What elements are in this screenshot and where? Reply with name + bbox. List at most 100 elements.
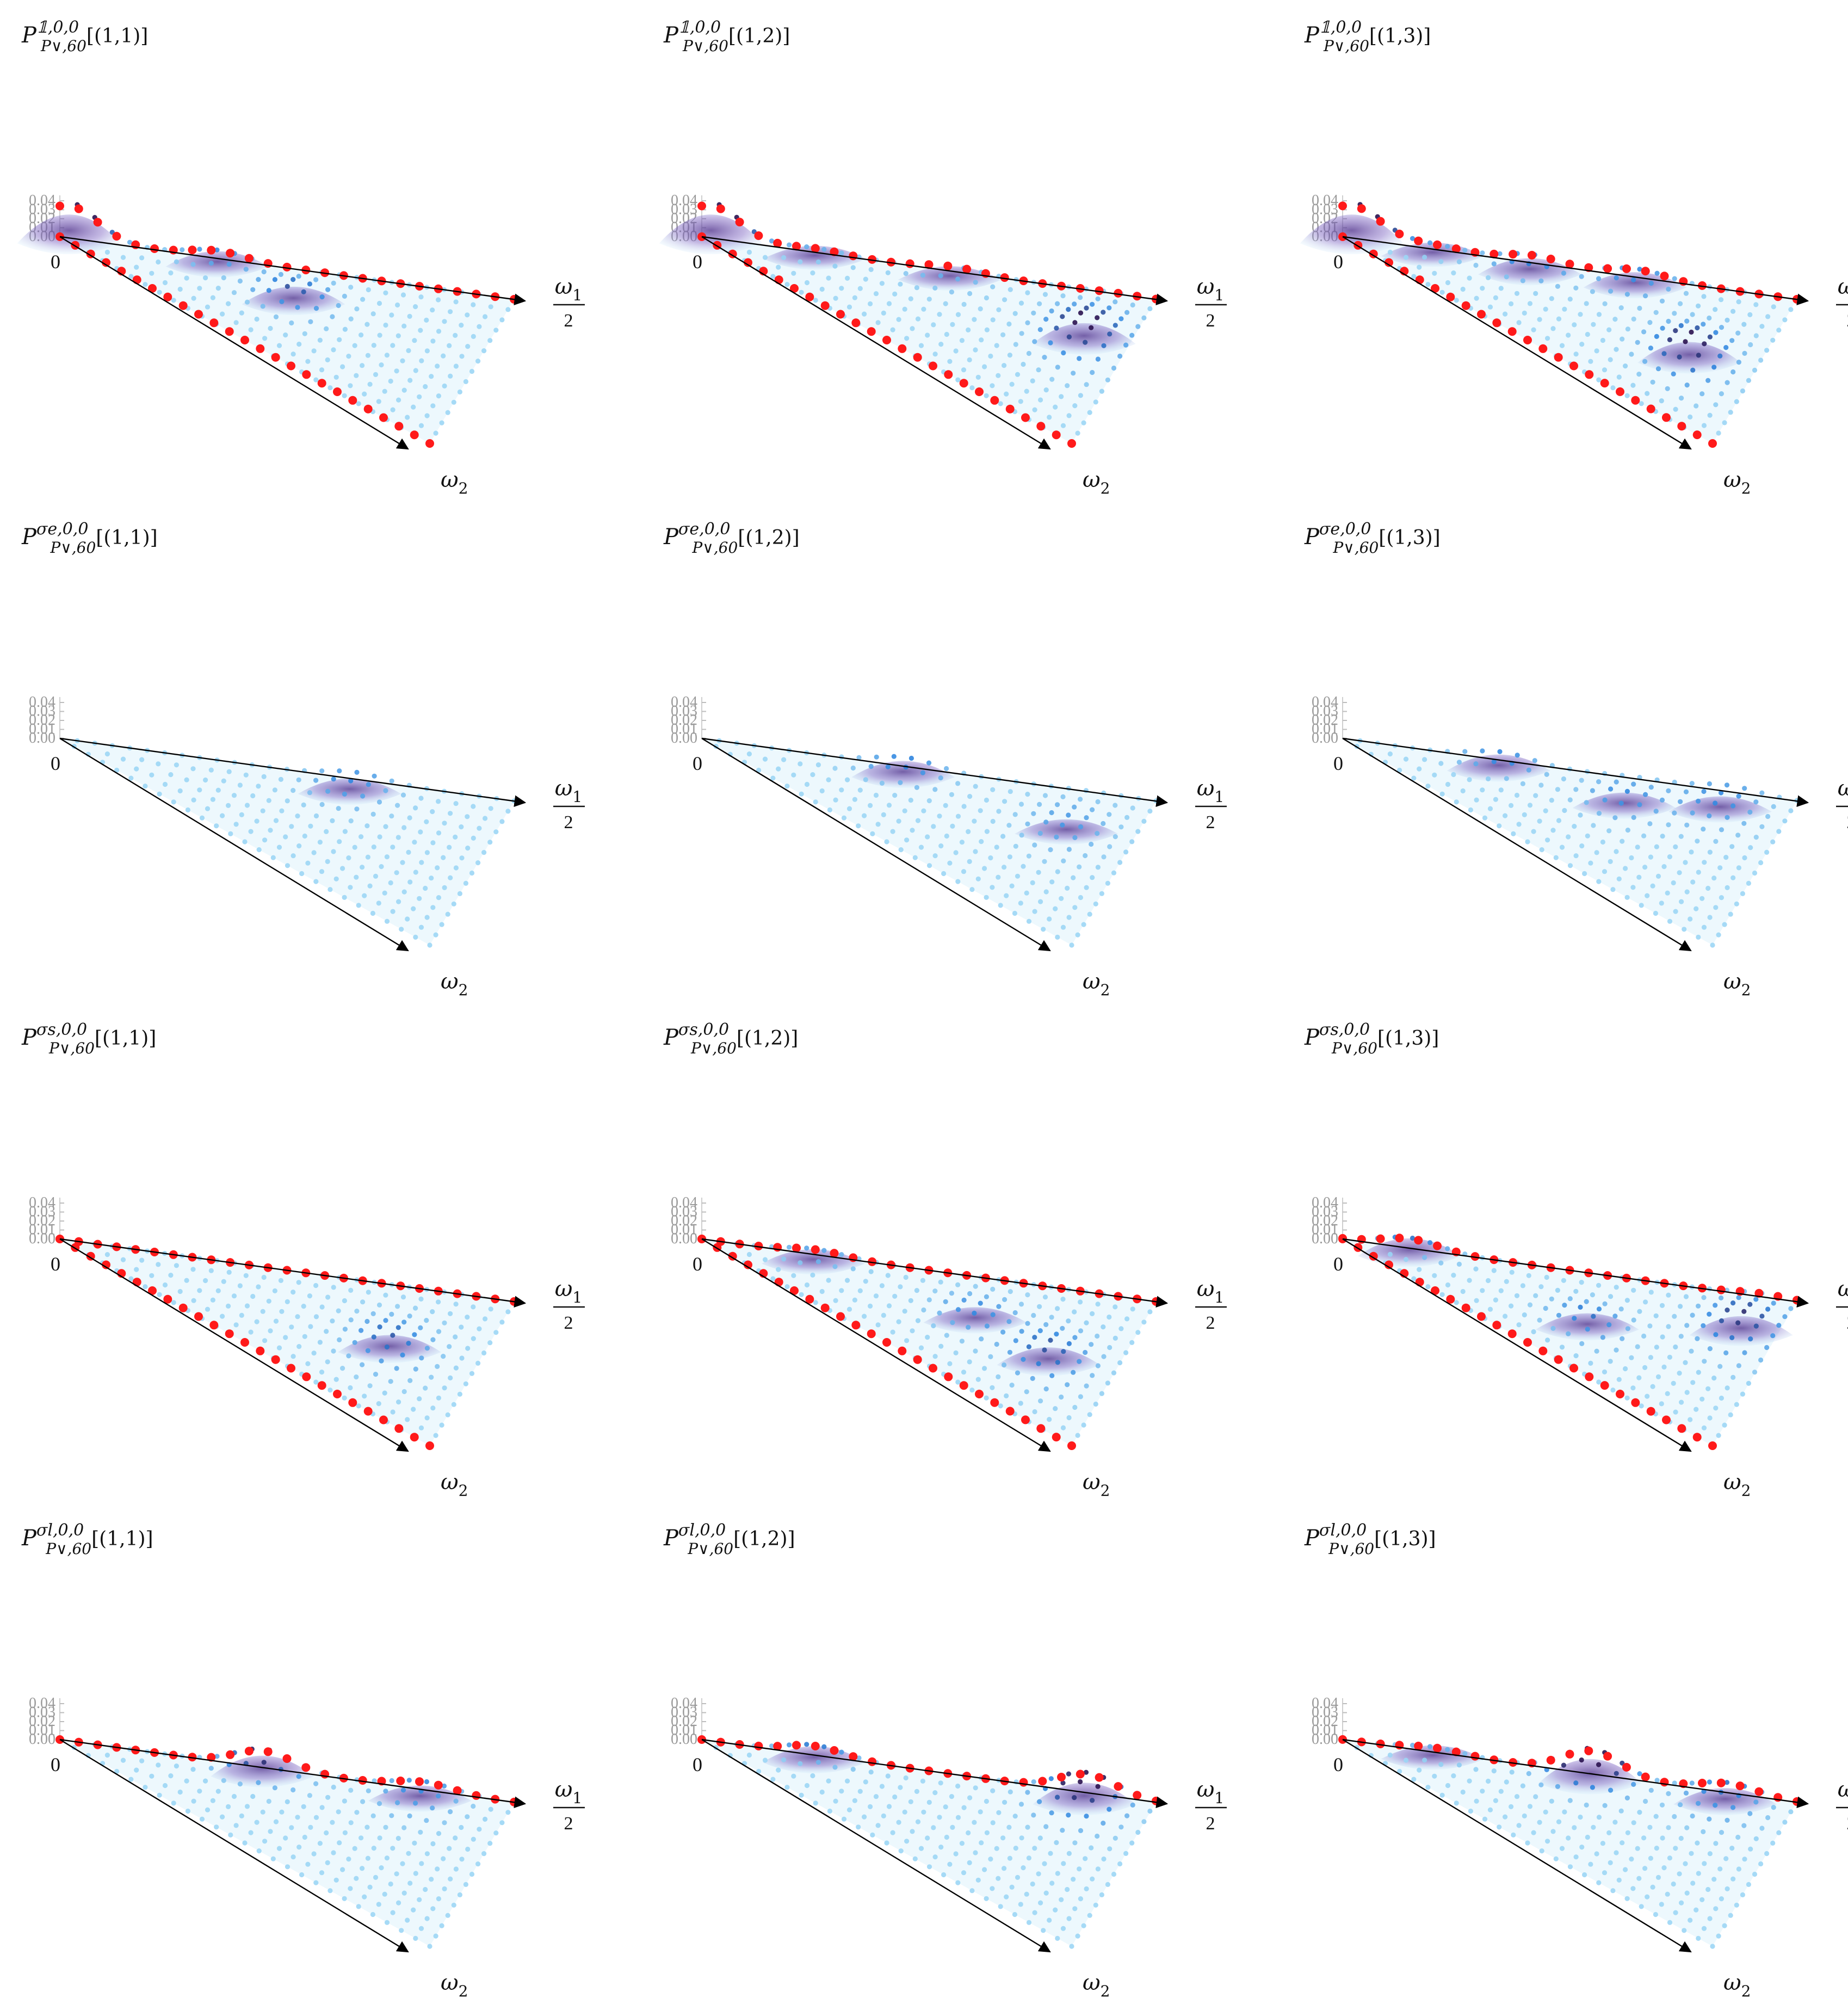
data-point <box>1585 1834 1590 1840</box>
data-point <box>1432 270 1437 276</box>
data-point <box>1765 1815 1771 1821</box>
data-point <box>291 1854 296 1860</box>
data-point <box>973 784 978 789</box>
data-point <box>1101 821 1106 827</box>
data-point <box>979 337 984 343</box>
data-point <box>1387 751 1393 757</box>
edge-point-omega2 <box>1692 430 1702 440</box>
data-point <box>1612 317 1618 322</box>
data-point <box>471 1803 476 1809</box>
data-point <box>389 1778 394 1784</box>
data-point <box>1539 1848 1544 1854</box>
data-point <box>1701 1295 1707 1300</box>
data-point <box>959 1841 965 1846</box>
data-point <box>296 1845 302 1850</box>
data-point <box>1614 1771 1619 1776</box>
z-tick-label: 0.01 <box>1312 1222 1338 1238</box>
data-point <box>1764 348 1770 353</box>
data-point <box>1002 1866 1007 1871</box>
data-point <box>1631 1820 1636 1826</box>
panel-8: Pσs,0,0 P∨,60[(1,2)]0.000.010.020.030.040… <box>663 1020 1227 1500</box>
edge-point-omega1 <box>112 232 121 241</box>
data-point <box>1654 844 1659 849</box>
data-point <box>1710 1944 1715 1949</box>
data-point <box>1659 1401 1664 1407</box>
data-point <box>1066 1916 1072 1921</box>
data-point <box>938 843 944 849</box>
data-point <box>1711 1877 1717 1882</box>
data-point <box>799 791 804 797</box>
data-point <box>1776 328 1782 333</box>
data-point <box>996 307 1002 312</box>
data-point <box>505 1810 511 1815</box>
data-point <box>365 353 371 358</box>
data-point <box>382 389 387 394</box>
data-point <box>356 1904 361 1909</box>
edge-point-omega2 <box>256 1346 265 1355</box>
data-point <box>1486 776 1491 781</box>
data-point <box>1559 1345 1565 1350</box>
chart-title: Pσs,0,0 P∨,60[(1,3)] <box>1304 1020 1439 1057</box>
data-point <box>1487 806 1493 811</box>
data-point <box>915 1819 921 1824</box>
data-point <box>1417 1267 1422 1272</box>
data-point <box>1724 1780 1730 1785</box>
data-point <box>1695 325 1700 331</box>
data-point <box>483 1816 488 1822</box>
data-point <box>436 1896 442 1902</box>
data-point <box>1759 324 1765 329</box>
data-point <box>330 818 335 823</box>
data-point <box>210 1798 215 1803</box>
data-point <box>445 911 450 917</box>
data-point <box>1095 1866 1101 1872</box>
edge-point-omega2 <box>975 387 984 396</box>
data-point <box>1417 264 1422 270</box>
chart-title-sub: P∨,60 <box>48 1039 95 1057</box>
data-point <box>171 1300 176 1305</box>
data-point <box>988 1354 993 1359</box>
data-point <box>463 880 469 886</box>
edge-point-omega2 <box>1067 439 1076 448</box>
data-point <box>477 1326 482 1331</box>
data-point <box>1695 1840 1700 1846</box>
z-tick-label: 0.00 <box>29 1731 55 1748</box>
data-point <box>1624 1896 1630 1901</box>
data-point <box>1629 352 1634 357</box>
data-point <box>839 286 844 291</box>
data-point <box>475 860 481 866</box>
chart-title-base: P <box>1304 1025 1320 1050</box>
data-point <box>423 1385 428 1391</box>
z-tick-label: 0.01 <box>29 1222 55 1238</box>
data-point <box>1410 1235 1416 1241</box>
data-point <box>1093 399 1098 405</box>
data-point <box>1596 1880 1602 1885</box>
data-point <box>325 1795 331 1800</box>
data-point <box>846 1807 852 1812</box>
data-point <box>1683 860 1688 865</box>
data-point <box>1770 839 1776 844</box>
data-point <box>120 756 126 762</box>
data-point <box>1602 869 1608 874</box>
data-point <box>1776 1323 1782 1328</box>
data-point <box>445 410 450 415</box>
data-point <box>921 1809 926 1815</box>
data-point <box>191 1798 196 1804</box>
edge-point-omega1 <box>244 254 254 263</box>
edge-point-omega2 <box>882 336 891 344</box>
data-point <box>791 772 796 778</box>
data-point <box>1026 1855 1031 1861</box>
data-point <box>1635 340 1640 345</box>
data-point <box>799 1292 804 1297</box>
data-point <box>149 1773 154 1779</box>
data-point <box>226 262 232 267</box>
data-point <box>162 781 168 787</box>
edge-point-omega1 <box>453 1786 462 1795</box>
edge-point-omega2 <box>990 396 999 405</box>
z-tick-label: 0.04 <box>29 1194 55 1211</box>
data-point <box>487 338 493 343</box>
data-point <box>1072 1795 1077 1800</box>
omega2-label: ω2 <box>1723 467 1751 497</box>
data-point <box>1636 1876 1642 1881</box>
data-point <box>348 1820 354 1826</box>
data-point <box>418 829 423 835</box>
